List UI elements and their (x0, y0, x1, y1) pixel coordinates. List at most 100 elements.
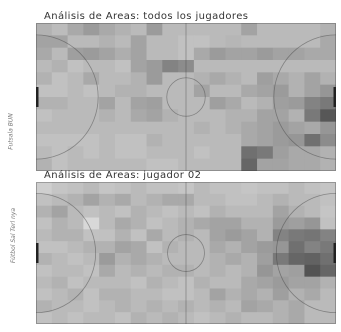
heat-cell (162, 84, 179, 98)
heat-cell (51, 205, 68, 218)
heat-cell (257, 193, 274, 207)
heat-cell (83, 158, 100, 171)
heat-cell (146, 182, 163, 195)
heat-cell (320, 312, 336, 324)
heat-cell (288, 158, 305, 171)
heat-cell (288, 97, 305, 110)
heat-cell (320, 121, 336, 135)
heat-cell (130, 229, 147, 242)
heat-cell (272, 241, 290, 254)
heat-cell (51, 35, 68, 49)
heat-cell (130, 121, 147, 135)
heat-cell (99, 109, 116, 123)
heat-cell (193, 241, 211, 254)
heat-cell (272, 158, 290, 171)
heat-cell (257, 205, 274, 218)
heat-cell (320, 193, 336, 207)
heat-cell (67, 60, 84, 73)
heat-cell (272, 300, 290, 313)
heat-cell (304, 35, 321, 49)
heat-cell (241, 229, 258, 242)
heat-cell (304, 72, 321, 86)
heat-cell (225, 47, 242, 61)
heat-cell (51, 121, 68, 135)
heat-cell (178, 158, 195, 171)
heat-cell (146, 97, 163, 110)
heat-cell (225, 146, 242, 160)
heat-cell (83, 97, 100, 110)
heat-cell (114, 121, 132, 135)
heat-cell (257, 158, 274, 171)
heat-cell (225, 253, 242, 266)
heat-cell (257, 60, 274, 73)
heat-cell (99, 276, 116, 289)
heat-cell (193, 217, 211, 230)
heat-cell (288, 205, 305, 218)
heat-cell (51, 253, 68, 266)
heat-cell (320, 35, 336, 49)
heat-cell (209, 205, 226, 218)
heat-cell (320, 288, 336, 301)
heat-cell (178, 229, 195, 242)
heat-cell (193, 134, 211, 147)
heat-cell (288, 264, 305, 278)
heat-cell (83, 72, 100, 86)
heat-cell (320, 97, 336, 110)
heat-cell (225, 264, 242, 278)
heat-cell (146, 84, 163, 98)
heat-cell (51, 72, 68, 86)
heat-cell (304, 158, 321, 171)
heat-cell (114, 60, 132, 73)
heat-cell (241, 109, 258, 123)
heat-cell (272, 109, 290, 123)
heat-cell (130, 288, 147, 301)
heat-cell (241, 23, 258, 36)
heat-cell (178, 182, 195, 195)
heat-cell (193, 193, 211, 207)
heat-cell (162, 146, 179, 160)
heat-cell (99, 300, 116, 313)
heat-cell (67, 205, 84, 218)
heat-cell (36, 276, 53, 289)
heat-cell (36, 193, 53, 207)
heat-cell (146, 193, 163, 207)
heat-cell (51, 193, 68, 207)
heat-cell (178, 288, 195, 301)
heat-cell (241, 134, 258, 147)
heat-cell (146, 300, 163, 313)
panel-2-title: Análisis de Areas: jugador 02 (44, 170, 202, 181)
heat-cell (320, 253, 336, 266)
heat-cell (114, 182, 132, 195)
heat-cell (193, 47, 211, 61)
heat-cell (67, 229, 84, 242)
heat-cell (288, 47, 305, 61)
heat-cell (114, 72, 132, 86)
heat-cell (288, 182, 305, 195)
heat-cell (209, 47, 226, 61)
heat-cell (320, 300, 336, 313)
heat-cell (146, 205, 163, 218)
heat-cell (99, 264, 116, 278)
heat-cell (209, 312, 226, 324)
heat-cell (257, 300, 274, 313)
heat-cell (162, 47, 179, 61)
heat-cell (130, 193, 147, 207)
heat-cell (225, 276, 242, 289)
heat-cell (36, 72, 53, 86)
heat-cell (99, 288, 116, 301)
heat-cell (288, 146, 305, 160)
heat-cell (51, 97, 68, 110)
heat-cell (241, 276, 258, 289)
heat-cell (288, 300, 305, 313)
heat-cell (304, 193, 321, 207)
heat-cell (272, 229, 290, 242)
heat-cell (114, 109, 132, 123)
heat-cell (162, 276, 179, 289)
heat-cell (178, 84, 195, 98)
heat-cell (99, 146, 116, 160)
heat-cell (320, 72, 336, 86)
heat-cell (257, 72, 274, 86)
heat-cell (288, 312, 305, 324)
heat-cell (193, 60, 211, 73)
heat-cell (320, 47, 336, 61)
